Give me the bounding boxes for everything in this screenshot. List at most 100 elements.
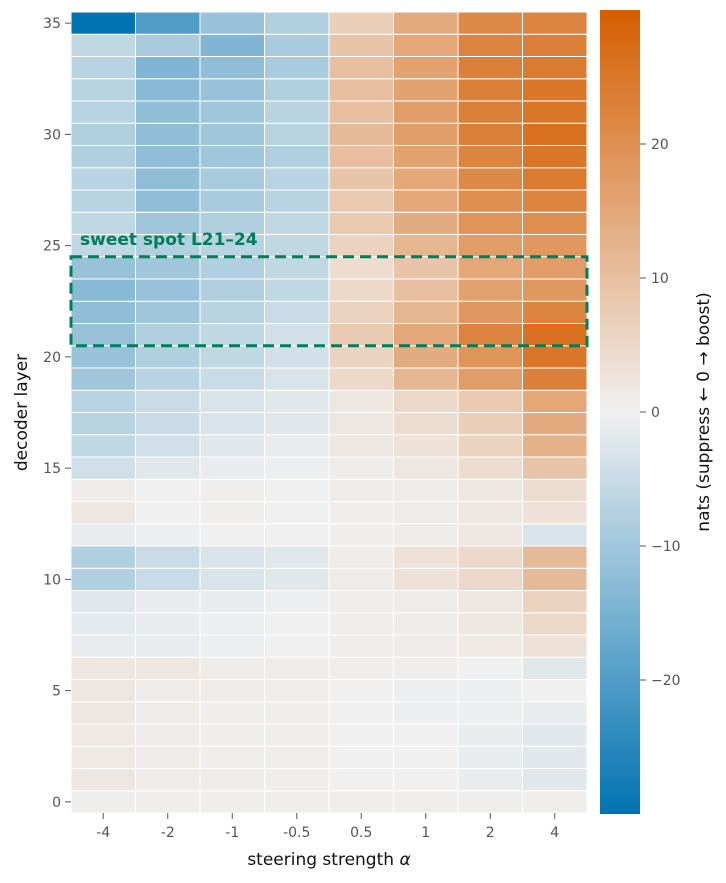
heatmap-cell-l0-a1: [135, 790, 201, 814]
heatmap-cell-l32-a3: [264, 78, 330, 102]
heatmap-cell-l17-a7: [522, 412, 588, 436]
heatmap-cell-l29-a3: [264, 145, 330, 169]
heatmap-cell-l27-a0: [70, 189, 136, 213]
heatmap-cell-l26-a6: [457, 211, 523, 235]
heatmap-cell-l3-a1: [135, 723, 201, 747]
heatmap-cell-l31-a3: [264, 100, 330, 124]
colorbar-tick-label: 10: [651, 271, 669, 287]
heatmap-cell-l8-a5: [393, 612, 459, 636]
y-tick-label: 20: [43, 350, 61, 366]
heatmap-cell-l32-a1: [135, 78, 201, 102]
heatmap-cell-l27-a1: [135, 189, 201, 213]
heatmap-cell-l33-a0: [70, 56, 136, 80]
heatmap-cell-l15-a2: [199, 456, 265, 480]
x-tick-label: 0.5: [350, 825, 372, 841]
heatmap-cell-l34-a4: [328, 33, 394, 57]
heatmap-cell-l28-a2: [199, 167, 265, 191]
heatmap-cell-l5-a0: [70, 679, 136, 703]
heatmap-cell-l23-a2: [199, 278, 265, 302]
heatmap-cell-l26-a4: [328, 211, 394, 235]
x-tick-label: 4: [550, 825, 559, 841]
heatmap-cell-l35-a1: [135, 11, 201, 35]
heatmap-cell-l6-a0: [70, 656, 136, 680]
heatmap-cell-l9-a3: [264, 590, 330, 614]
heatmap-cell-l3-a5: [393, 723, 459, 747]
heatmap-cell-l27-a5: [393, 189, 459, 213]
heatmap-cell-l12-a2: [199, 523, 265, 547]
heatmap-cell-l21-a5: [393, 323, 459, 347]
heatmap-cell-l13-a3: [264, 501, 330, 525]
heatmap-cell-l33-a3: [264, 56, 330, 80]
heatmap-cell-l24-a6: [457, 256, 523, 280]
heatmap-cell-l16-a0: [70, 434, 136, 458]
heatmap-cell-l3-a4: [328, 723, 394, 747]
heatmap-cell-l29-a6: [457, 145, 523, 169]
heatmap-cell-l28-a5: [393, 167, 459, 191]
y-tick-label: 35: [43, 16, 61, 32]
heatmap-cell-l3-a3: [264, 723, 330, 747]
heatmap-cell-l24-a5: [393, 256, 459, 280]
heatmap-cell-l0-a0: [70, 790, 136, 814]
heatmap-cell-l34-a3: [264, 33, 330, 57]
heatmap-cell-l33-a4: [328, 56, 394, 80]
heatmap-cell-l7-a1: [135, 634, 201, 658]
y-tick-label: 10: [43, 572, 61, 588]
heatmap-cell-l13-a2: [199, 501, 265, 525]
heatmap-cell-l15-a7: [522, 456, 588, 480]
heatmap-cell-l15-a4: [328, 456, 394, 480]
heatmap-cell-l19-a4: [328, 367, 394, 391]
heatmap-cell-l32-a0: [70, 78, 136, 102]
heatmap-cell-l9-a7: [522, 590, 588, 614]
heatmap-cell-l16-a3: [264, 434, 330, 458]
heatmap-cell-l5-a4: [328, 679, 394, 703]
heatmap-cell-l22-a3: [264, 300, 330, 324]
heatmap-cell-l6-a5: [393, 656, 459, 680]
heatmap-cell-l10-a0: [70, 567, 136, 591]
heatmap-cell-l11-a3: [264, 545, 330, 569]
heatmap-cell-l34-a0: [70, 33, 136, 57]
heatmap-cell-l26-a7: [522, 211, 588, 235]
heatmap-cell-l10-a1: [135, 567, 201, 591]
x-axis-title-text: steering strength: [247, 850, 394, 870]
heatmap-cell-l33-a6: [457, 56, 523, 80]
heatmap-cell-l22-a6: [457, 300, 523, 324]
heatmap-cell-l33-a5: [393, 56, 459, 80]
heatmap-cell-l12-a4: [328, 523, 394, 547]
heatmap-cell-l15-a0: [70, 456, 136, 480]
heatmap-cell-l18-a4: [328, 389, 394, 413]
heatmap-cell-l14-a4: [328, 478, 394, 502]
heatmap-cell-l12-a0: [70, 523, 136, 547]
heatmap-cell-l8-a4: [328, 612, 394, 636]
heatmap-cell-l4-a3: [264, 701, 330, 725]
heatmap-cell-l14-a0: [70, 478, 136, 502]
heatmap-cell-l31-a2: [199, 100, 265, 124]
y-tick-label: 15: [43, 461, 61, 477]
heatmap-cell-l23-a5: [393, 278, 459, 302]
heatmap-cell-l3-a7: [522, 723, 588, 747]
heatmap-cell-l22-a1: [135, 300, 201, 324]
heatmap-cell-l34-a1: [135, 33, 201, 57]
heatmap-cell-l25-a5: [393, 234, 459, 258]
heatmap-cell-l6-a7: [522, 656, 588, 680]
heatmap-cell-l6-a2: [199, 656, 265, 680]
heatmap-cell-l5-a6: [457, 679, 523, 703]
heatmap-cell-l23-a6: [457, 278, 523, 302]
heatmap-cell-l4-a2: [199, 701, 265, 725]
heatmap-cell-l21-a2: [199, 323, 265, 347]
heatmap-cell-l27-a3: [264, 189, 330, 213]
heatmap-cell-l14-a7: [522, 478, 588, 502]
heatmap-cell-l30-a3: [264, 122, 330, 146]
heatmap-cell-l32-a7: [522, 78, 588, 102]
heatmap-cell-l12-a5: [393, 523, 459, 547]
heatmap-cell-l23-a1: [135, 278, 201, 302]
heatmap-cell-l20-a1: [135, 345, 201, 369]
y-axis-ticks: 0 5 10 15 20 25 30 35: [43, 16, 71, 811]
heatmap-cell-l16-a6: [457, 434, 523, 458]
heatmap-cell-l2-a3: [264, 745, 330, 769]
heatmap-cell-l20-a7: [522, 345, 588, 369]
heatmap-cell-l9-a5: [393, 590, 459, 614]
heatmap-cell-l15-a3: [264, 456, 330, 480]
heatmap-cell-l10-a4: [328, 567, 394, 591]
heatmap-cell-l17-a0: [70, 412, 136, 436]
x-axis-title-symbol: α: [399, 850, 410, 870]
